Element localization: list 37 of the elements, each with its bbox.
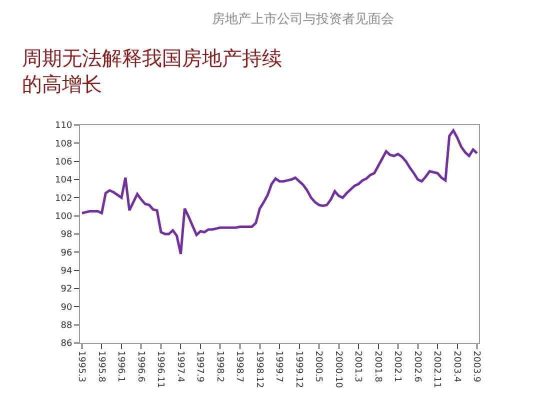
x-tick-label: 2000.10 [332,350,343,388]
y-tick-label: 98 [60,230,72,240]
x-tick-label: 1998.2 [214,350,224,382]
chart-subtitle: 房地产上市公司与投资者见面会 [212,11,394,27]
y-tick-label: 90 [60,302,72,313]
x-tick-label: 1995.3 [76,350,86,382]
y-tick-label: 86 [60,339,72,350]
x-tick-label: 2001.8 [372,350,382,383]
x-tick-label: 1995.8 [96,350,106,383]
y-tick-label: 106 [55,157,72,168]
x-tick-label: 2003.9 [471,350,482,383]
x-tick-label: 1996.11 [155,350,166,388]
x-tick-label: 1998.7 [234,350,244,382]
chart-title: 周期无法解释我国房地产持续的高增长 [22,46,282,96]
y-tick-label: 88 [60,320,72,331]
x-tick-label: 1997.4 [174,350,185,383]
y-tick-label: 96 [60,248,72,258]
x-tick-label: 1999.12 [293,350,304,388]
line-series [80,129,478,256]
y-tick-label: 108 [55,139,72,150]
x-tick-label: 2002.1 [392,350,402,382]
y-tick-label: 102 [55,194,72,204]
x-tick-label: 2003.4 [451,350,462,383]
y-tick-label: 104 [55,176,72,186]
x-tick-label: 1999.7 [274,350,284,382]
y-tick-label: 92 [60,284,72,295]
x-tick-label: 2002.6 [412,350,422,383]
y-tick-label: 110 [55,121,72,132]
x-tick-label: 1996.6 [135,350,146,383]
y-tick-label: 94 [60,266,72,276]
x-tick-label: 2001.3 [352,350,363,382]
y-tick-label: 100 [55,212,72,222]
x-tick-label: 2002.11 [432,350,442,388]
x-tick-label: 1996.1 [116,350,126,382]
x-tick-label: 1998.12 [254,350,264,388]
x-tick-label: 2000.5 [313,350,324,382]
x-tick-label: 1997.9 [194,350,205,383]
